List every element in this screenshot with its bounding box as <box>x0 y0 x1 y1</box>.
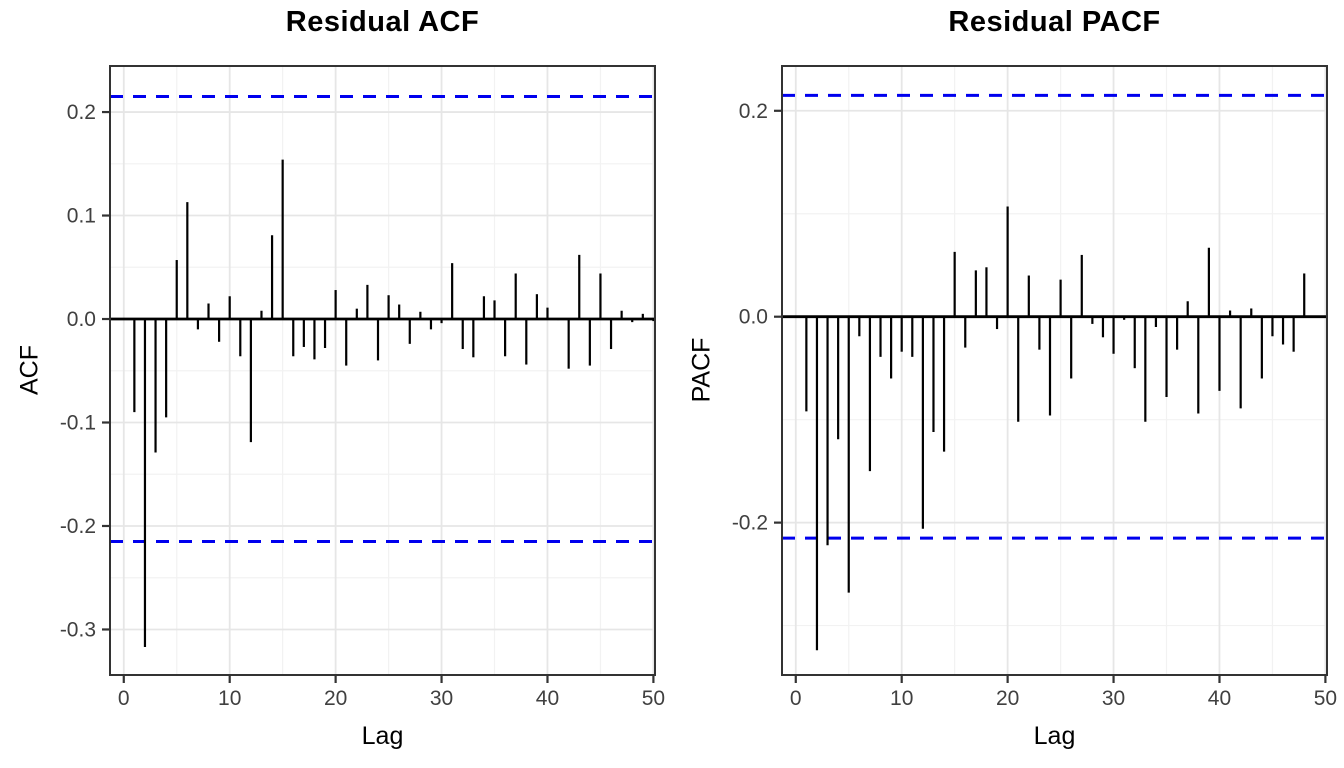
panel-border <box>781 65 1328 676</box>
x-tick-label: 10 <box>218 687 241 710</box>
x-tick-label: 30 <box>430 687 453 710</box>
x-tick-label: 20 <box>996 687 1019 710</box>
x-axis-title-acf: Lag <box>361 722 404 750</box>
y-tick-label: -0.2 <box>60 515 96 538</box>
pacf-plot: 0 10 20 30 40 50 0.2 0.0 -0.2 Residual PACF PACF… <box>672 0 1344 768</box>
pacf-panel-svg: 0 10 20 30 40 50 0.2 0.0 -0.2 <box>732 65 1337 710</box>
y-tick-label: 0.0 <box>67 308 96 331</box>
panel-background <box>782 66 1327 675</box>
x-tick-label: 10 <box>890 687 913 710</box>
acf-plot: 0 10 20 30 40 50 0.2 0.1 0.0 -0.1 -0.2 -0.3 Residua… <box>15 6 666 750</box>
plot-title-acf: Residual ACF <box>285 6 480 38</box>
x-tick-label: 40 <box>536 687 559 710</box>
y-tick-label: -0.3 <box>60 618 96 641</box>
y-tick-label: -0.1 <box>60 412 96 435</box>
panel-border <box>109 65 656 676</box>
y-tick-label: -0.2 <box>732 512 768 535</box>
x-tick-label: 50 <box>1314 687 1337 710</box>
y-axis-title-acf: ACF <box>15 345 44 395</box>
y-tick-label: 0.2 <box>739 100 768 123</box>
x-tick-label: 50 <box>642 687 665 710</box>
y-axis-title-pacf: PACF <box>687 337 716 403</box>
x-tick-label: 0 <box>118 687 130 710</box>
y-tick-label: 0.0 <box>739 306 768 329</box>
x-axis-title-pacf: Lag <box>1033 722 1076 750</box>
plot-title-pacf: Residual PACF <box>948 6 1161 38</box>
x-tick-label: 20 <box>324 687 347 710</box>
x-tick-label: 30 <box>1102 687 1125 710</box>
y-tick-label: 0.2 <box>67 101 96 124</box>
acf-panel-svg: 0 10 20 30 40 50 0.2 0.1 0.0 -0.1 -0.2 -0.3 <box>60 65 665 710</box>
x-tick-label: 0 <box>790 687 802 710</box>
x-tick-label: 40 <box>1208 687 1231 710</box>
y-tick-label: 0.1 <box>67 205 96 228</box>
